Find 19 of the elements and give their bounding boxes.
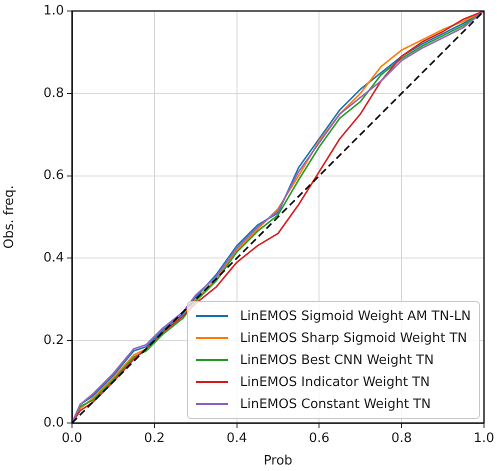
x-tick-label: 0.0 — [62, 431, 82, 446]
y-tick-label: 0.8 — [43, 86, 64, 101]
legend-label: LinEMOS Indicator Weight TN — [240, 374, 430, 390]
y-tick-label: 0.4 — [43, 250, 64, 266]
y-tick-label: 1.0 — [43, 3, 64, 18]
legend-label: LinEMOS Sigmoid Weight AM TN-LN — [240, 308, 471, 324]
x-tick-label: 1.0 — [474, 431, 494, 446]
y-axis-title: Obs. freq. — [2, 185, 18, 249]
y-tick-label: 0.0 — [43, 415, 64, 430]
legend-label: LinEMOS Best CNN Weight TN — [240, 352, 434, 368]
x-axis-title: Prob — [264, 454, 292, 469]
x-tick-label: 0.2 — [144, 431, 165, 446]
x-tick-label: 0.6 — [308, 431, 330, 446]
y-tick-label: 0.6 — [43, 168, 64, 184]
legend-label: LinEMOS Sharp Sigmoid Weight TN — [240, 330, 468, 346]
y-tick-label: 0.2 — [43, 332, 64, 348]
x-tick-label: 0.4 — [226, 431, 248, 446]
x-tick-label: 0.8 — [391, 431, 412, 446]
legend-label: LinEMOS Constant Weight TN — [240, 396, 431, 412]
